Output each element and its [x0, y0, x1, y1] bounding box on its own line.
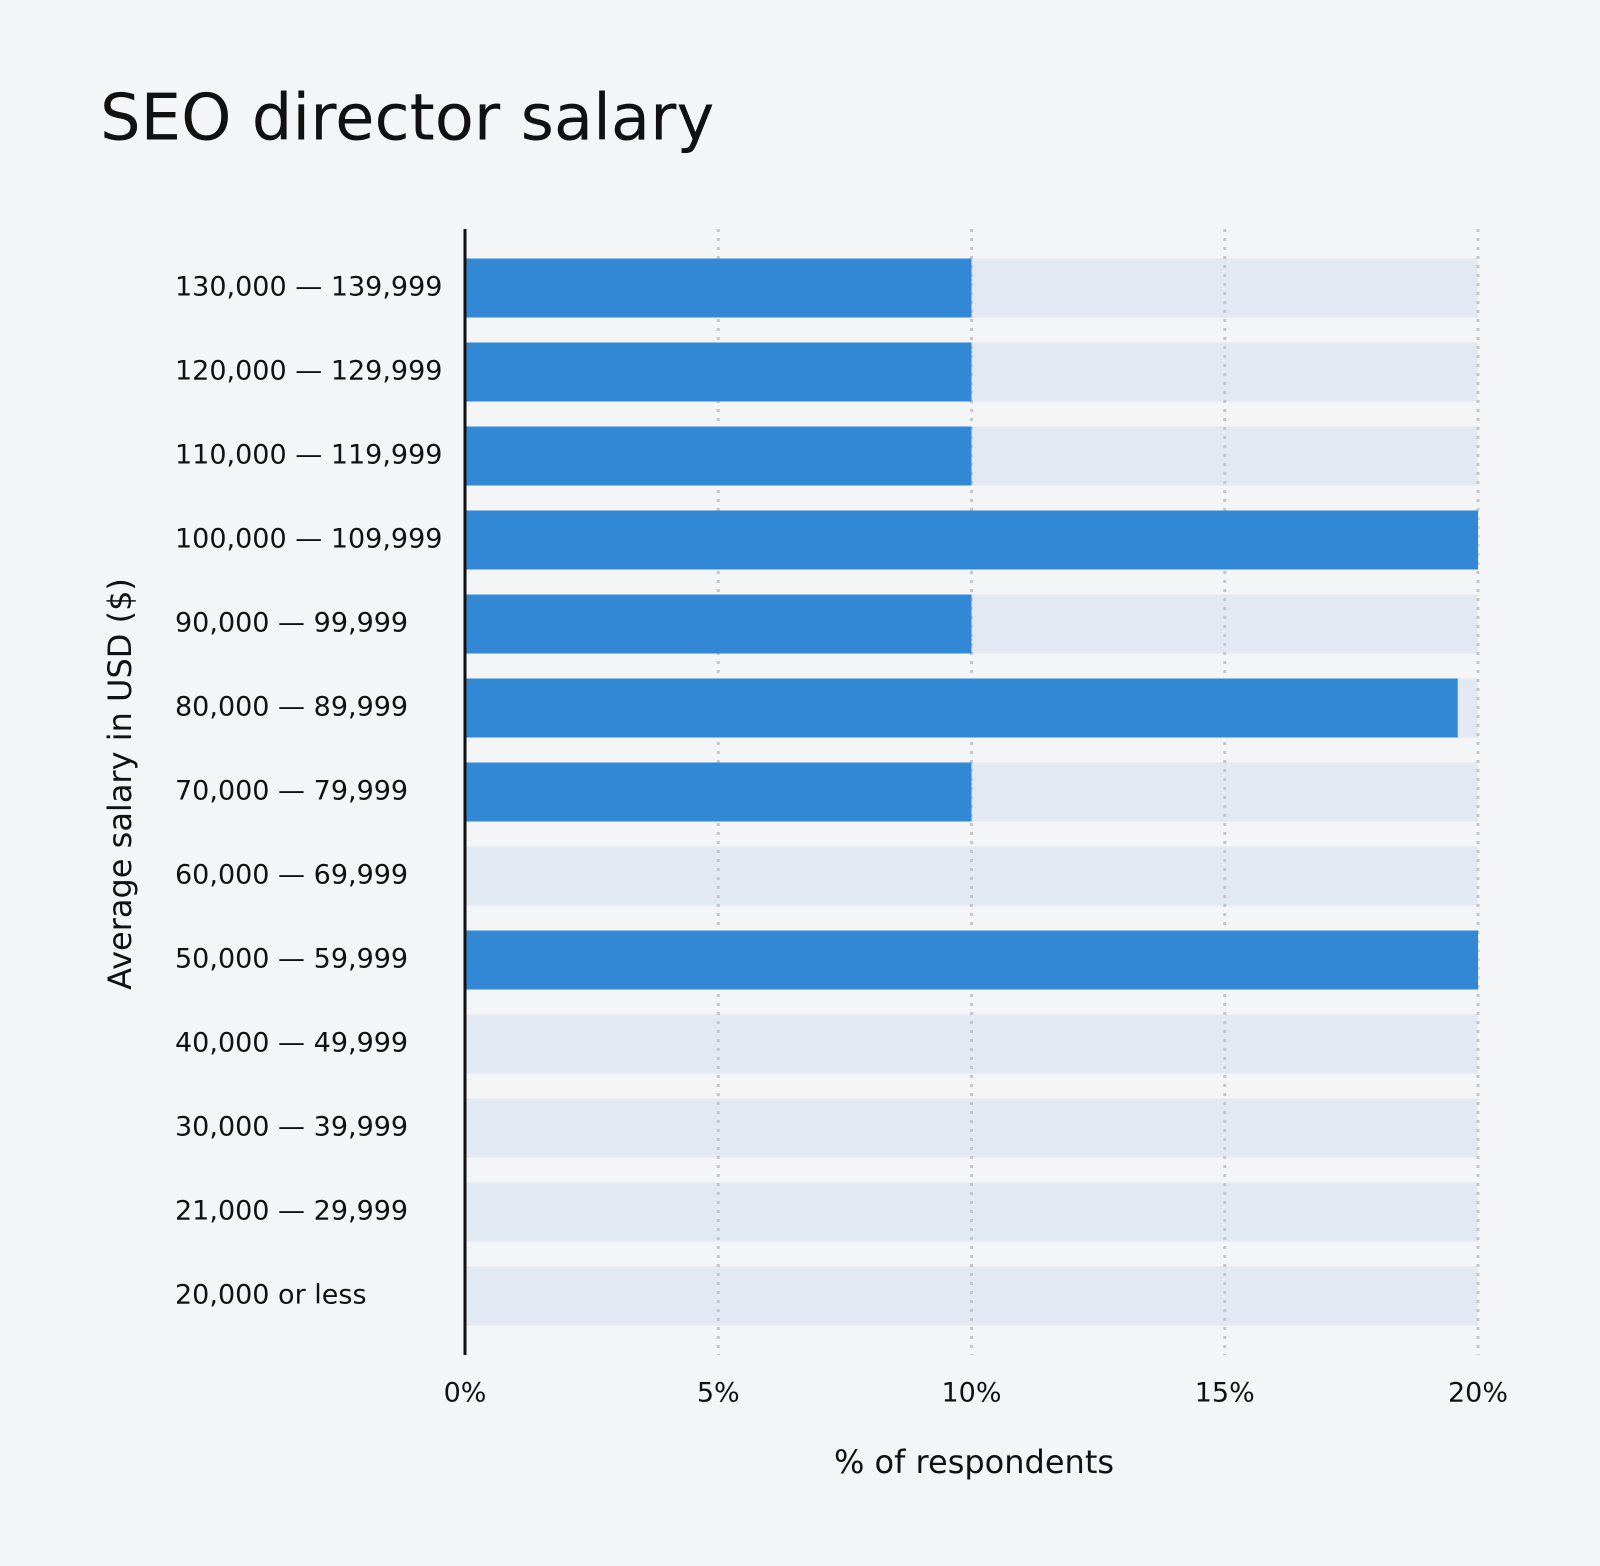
y-tick-label: 80,000 — 89,999 — [175, 692, 408, 723]
x-tick-label: 0% — [444, 1378, 487, 1409]
y-tick-label: 60,000 — 69,999 — [175, 860, 408, 891]
y-tick-label: 40,000 — 49,999 — [175, 1028, 408, 1059]
x-axis-label: % of respondents — [834, 1443, 1114, 1481]
bar — [465, 762, 972, 822]
x-tick-label: 15% — [1195, 1378, 1255, 1409]
y-axis-label: Average salary in USD ($) — [101, 578, 139, 990]
bar-track — [465, 1014, 1478, 1074]
bar — [465, 258, 972, 318]
x-tick-label: 5% — [697, 1378, 740, 1409]
y-tick-label: 70,000 — 79,999 — [175, 776, 408, 807]
y-tick-label: 90,000 — 99,999 — [175, 608, 408, 639]
y-tick-label: 130,000 — 139,999 — [175, 272, 442, 303]
x-tick-label: 20% — [1448, 1378, 1508, 1409]
y-tick-label: 100,000 — 109,999 — [175, 524, 442, 555]
bar — [465, 510, 1478, 570]
bar — [465, 678, 1458, 738]
bar — [465, 930, 1478, 990]
y-tick-label: 21,000 — 29,999 — [175, 1196, 408, 1227]
y-tick-label: 120,000 — 129,999 — [175, 356, 442, 387]
y-tick-label: 110,000 — 119,999 — [175, 440, 442, 471]
bar-track — [465, 1266, 1478, 1326]
y-tick-label: 20,000 or less — [175, 1280, 367, 1311]
chart-title: SEO director salary — [100, 82, 714, 156]
y-tick-label: 30,000 — 39,999 — [175, 1112, 408, 1143]
bar — [465, 426, 972, 486]
y-tick-label: 50,000 — 59,999 — [175, 944, 408, 975]
x-tick-label: 10% — [941, 1378, 1001, 1409]
bar — [465, 342, 972, 402]
bar — [465, 594, 972, 654]
